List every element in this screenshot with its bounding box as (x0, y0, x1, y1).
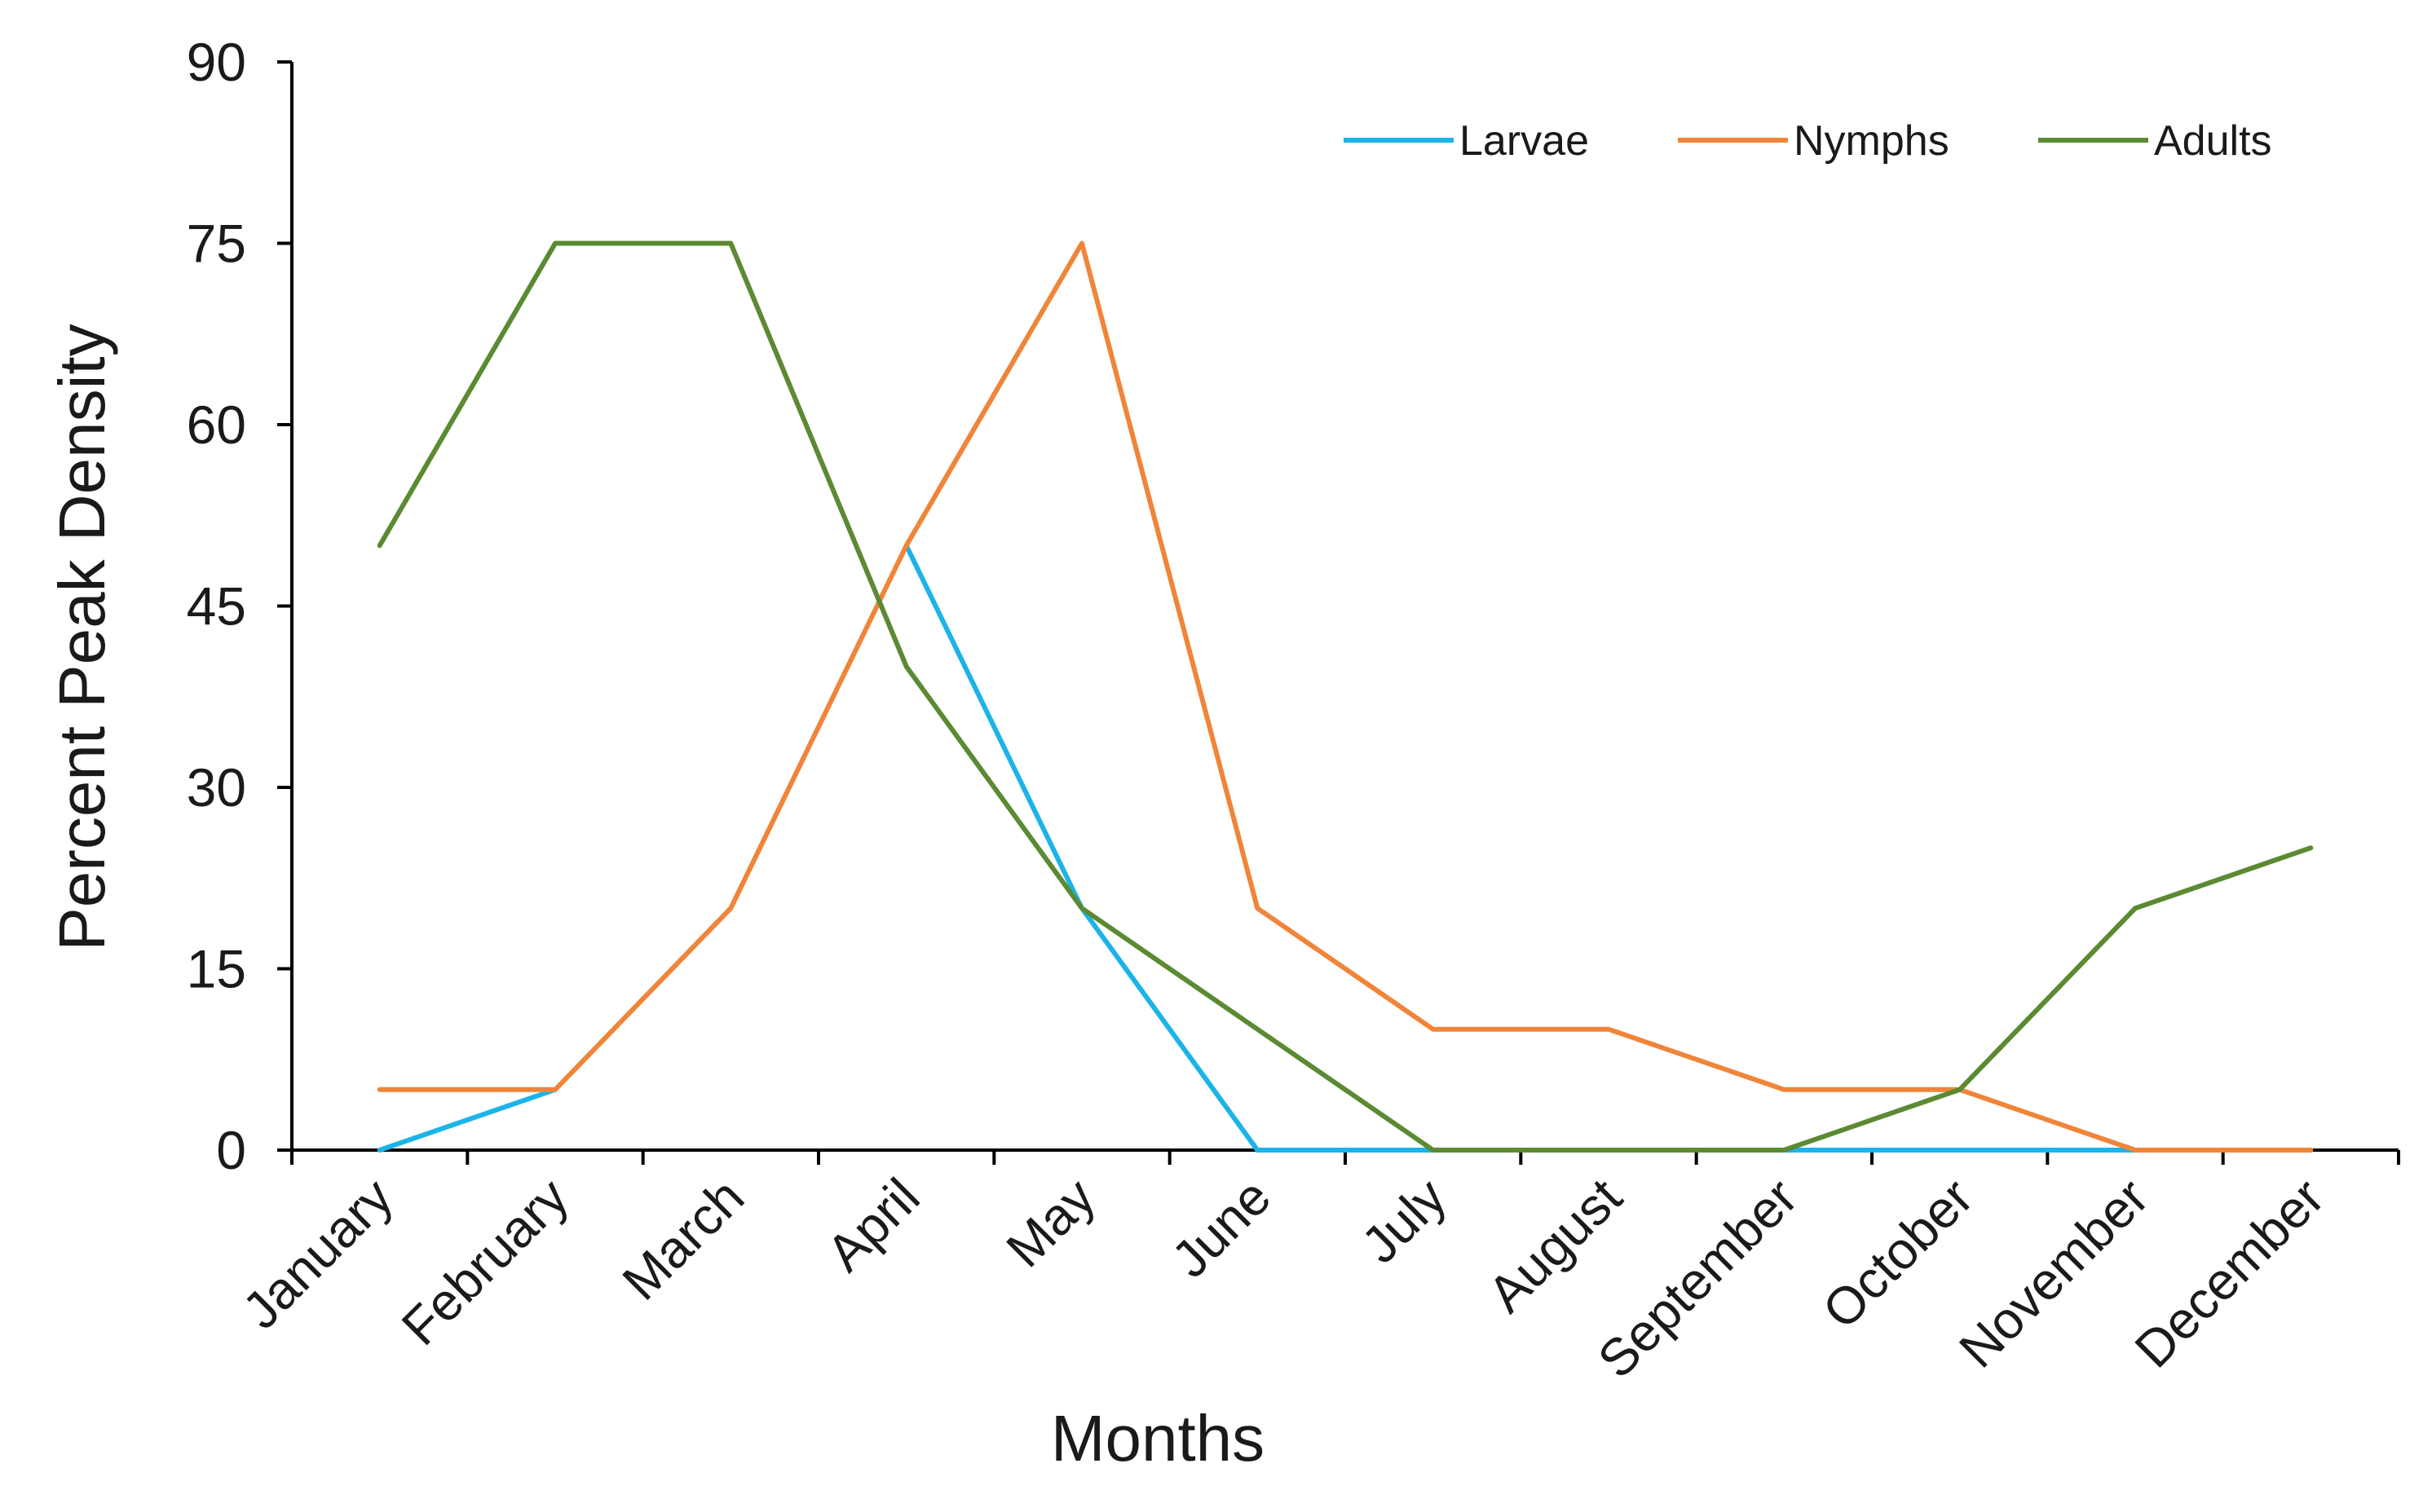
x-tick-label: January (232, 1167, 404, 1340)
x-tick-label: May (995, 1167, 1106, 1278)
legend-label: Adults (2154, 117, 2272, 165)
y-tick-label: 30 (187, 757, 246, 818)
y-axis-ticks: 0 15 30 45 60 75 90 (187, 32, 292, 1180)
series-nymphs (377, 240, 2314, 1153)
x-axis-title: Months (1051, 1402, 1265, 1475)
x-tick-label: July (1350, 1167, 1457, 1274)
x-tick-label: October (1812, 1167, 1984, 1340)
axes (290, 62, 2399, 1152)
y-axis-title: Percent Peak Density (46, 324, 118, 950)
x-tick-label: August (1476, 1167, 1633, 1324)
legend-label: Nymphs (1794, 117, 1949, 165)
x-tick-label: June (1160, 1167, 1282, 1289)
series-line-larvae (377, 1087, 558, 1153)
x-tick-label: February (391, 1167, 580, 1356)
x-tick-label: March (611, 1167, 756, 1311)
x-tick-label: December (2124, 1167, 2336, 1379)
y-tick-label: 0 (216, 1120, 246, 1180)
x-tick-label: November (1948, 1167, 2160, 1379)
legend-label: Larvae (1459, 117, 1589, 165)
y-tick-label: 15 (187, 939, 246, 999)
series-line-larvae (903, 543, 2138, 1153)
legend-item-larvae: Larvae (1344, 117, 1589, 165)
series-line-nymphs (377, 240, 2314, 1153)
legend: Larvae Nymphs Adults (1344, 117, 2272, 165)
y-tick-label: 60 (187, 395, 246, 455)
legend-item-adults: Adults (2038, 117, 2272, 165)
y-tick-label: 45 (187, 576, 246, 637)
y-tick-label: 75 (187, 214, 246, 274)
x-tick-label: April (815, 1167, 930, 1282)
legend-item-nymphs: Nymphs (1678, 117, 1949, 165)
series-line-adults (377, 240, 2314, 1153)
y-tick-label: 90 (187, 32, 246, 92)
data-series (377, 240, 2314, 1153)
series-adults (377, 240, 2314, 1153)
series-larvae (377, 543, 2138, 1153)
